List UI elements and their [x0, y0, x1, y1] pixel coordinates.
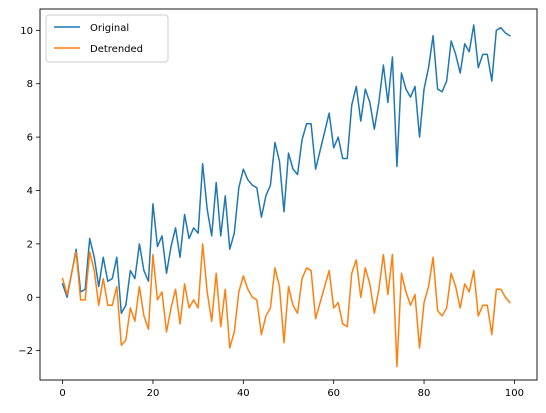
x-tick-label: 100: [505, 388, 524, 399]
x-tick-label: 80: [418, 388, 431, 399]
series-lines: [61, 24, 511, 368]
y-tick-label: 2: [27, 239, 33, 250]
legend-label-detrended: Detrended: [90, 44, 143, 55]
y-tick-label: 10: [20, 26, 33, 37]
y-axis: −2 0 2 4 6 8 10: [18, 26, 40, 357]
series-line-detrended: [61, 243, 511, 368]
y-tick-label: 8: [27, 79, 33, 90]
x-axis: 0 20 40 60 80 100: [59, 380, 524, 399]
x-tick-label: 0: [59, 388, 65, 399]
plot-frame: [39, 8, 538, 381]
series-line-original: [61, 24, 511, 315]
y-tick-label: 6: [27, 133, 33, 144]
x-tick-label: 40: [237, 388, 250, 399]
legend: Original Detrended: [45, 14, 169, 63]
x-tick-label: 20: [147, 388, 160, 399]
legend-label-original: Original: [90, 23, 129, 34]
y-tick-label: 0: [27, 293, 33, 304]
x-tick-label: 60: [327, 388, 340, 399]
y-tick-label: 4: [27, 186, 33, 197]
y-tick-label: −2: [18, 346, 33, 357]
